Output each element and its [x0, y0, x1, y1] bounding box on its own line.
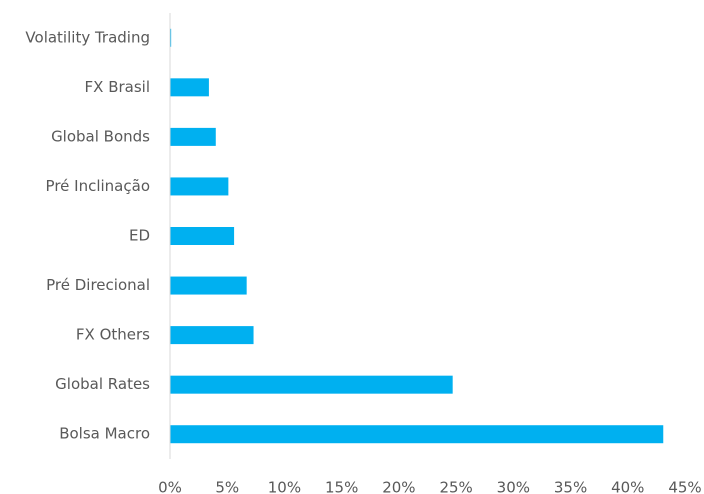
y-tick-label: ED — [129, 227, 150, 245]
x-tick-label: 10% — [268, 479, 301, 494]
y-tick-label: Pré Direcional — [46, 276, 150, 294]
x-tick-label: 5% — [215, 479, 239, 494]
y-tick-label: Global Rates — [55, 375, 150, 393]
y-tick-label: Volatility Trading — [25, 28, 150, 46]
bar — [170, 425, 664, 444]
y-tick-label: Global Bonds — [51, 127, 150, 145]
bar — [170, 276, 247, 295]
y-tick-label: FX Brasil — [85, 78, 150, 96]
y-tick-label: FX Others — [76, 326, 150, 344]
x-tick-label: 20% — [382, 479, 415, 494]
x-tick-label: 35% — [554, 479, 587, 494]
bar — [170, 375, 453, 394]
bar — [170, 326, 254, 345]
x-tick-label: 40% — [611, 479, 644, 494]
x-tick-label: 15% — [325, 479, 358, 494]
bar — [170, 78, 209, 97]
bar — [170, 28, 172, 47]
bar — [170, 177, 229, 196]
x-tick-label: 0% — [158, 479, 182, 494]
x-tick-label: 45% — [668, 479, 701, 494]
bar — [170, 227, 235, 245]
y-tick-label: Pré Inclinação — [46, 177, 150, 195]
bar — [170, 127, 216, 146]
y-tick-label: Bolsa Macro — [59, 425, 150, 443]
x-tick-label: 30% — [497, 479, 530, 494]
x-tick-label: 25% — [439, 479, 472, 494]
